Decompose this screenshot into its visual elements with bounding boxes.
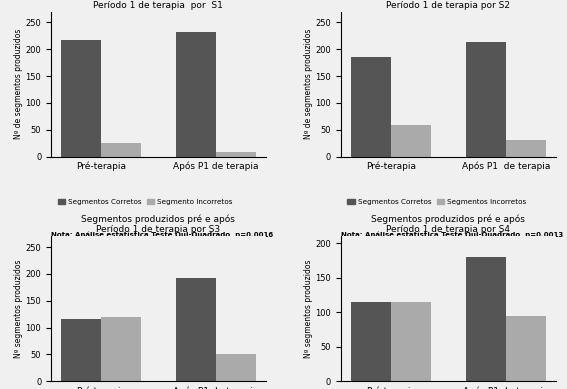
Bar <box>466 257 506 381</box>
Y-axis label: Nº de segmentos produzidos: Nº de segmentos produzidos <box>304 29 312 139</box>
Bar <box>176 278 216 381</box>
Bar <box>466 42 506 157</box>
Bar <box>506 140 546 157</box>
Bar <box>101 317 141 381</box>
Title: Segmentos produzidos pré e após
Período 1 de terapia por S3: Segmentos produzidos pré e após Período … <box>82 214 235 234</box>
Bar <box>506 315 546 381</box>
Title: Segmentos Produzidos pré e após
Período 1 de terapia  por  S1: Segmentos Produzidos pré e após Período … <box>82 0 235 9</box>
Bar <box>101 143 141 157</box>
Bar <box>391 126 431 157</box>
Text: Nota: Análise estatística Teste Qui-Quadrado  p=0,0016: Nota: Análise estatística Teste Qui-Quad… <box>51 232 273 238</box>
Bar <box>350 57 391 157</box>
Bar <box>216 354 256 381</box>
Bar <box>61 40 101 157</box>
Text: Nota: Análise estatística Teste Qui-Quadrado  p=0,0013: Nota: Análise estatística Teste Qui-Quad… <box>341 232 563 238</box>
Y-axis label: Nº segmentos produzidos: Nº segmentos produzidos <box>304 259 312 358</box>
Bar <box>61 319 101 381</box>
Bar <box>216 152 256 157</box>
Y-axis label: Nº segmentos produzidos: Nº segmentos produzidos <box>14 259 23 358</box>
Legend: Segmentos Corretos, Segmentos Incorretos: Segmentos Corretos, Segmentos Incorretos <box>345 196 529 208</box>
Bar <box>391 302 431 381</box>
Bar <box>350 302 391 381</box>
Bar <box>176 32 216 157</box>
Legend: Segmentos Corretos, Segmento Incorretos: Segmentos Corretos, Segmento Incorretos <box>54 196 235 208</box>
Title: Segmentos produzidos pré e após
Período 1 de terapia por S4: Segmentos produzidos pré e após Período … <box>371 214 525 234</box>
Title: Segmentos Produzidos pré e após
Período 1 de terapia por S2: Segmentos Produzidos pré e após Período … <box>371 0 525 9</box>
Y-axis label: Nº de segmentos produzidos: Nº de segmentos produzidos <box>14 29 23 139</box>
